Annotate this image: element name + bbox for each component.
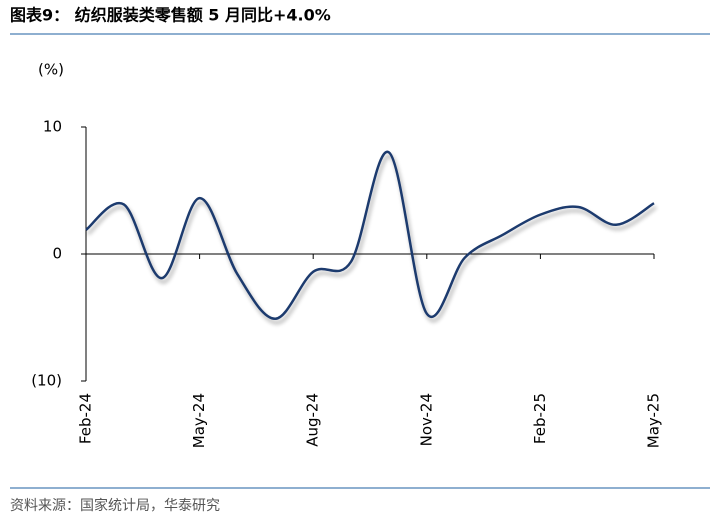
y-tick-label: 0 (52, 245, 62, 263)
x-tick-label: Feb-24 (77, 393, 95, 444)
x-tick-label: May-24 (190, 393, 208, 448)
x-tick-label: Aug-24 (304, 393, 322, 447)
x-tick-label: Nov-24 (417, 393, 435, 446)
x-tick-label: May-25 (645, 393, 663, 448)
chart-title: 图表9： 纺织服装类零售额 5 月同比+4.0% (10, 6, 331, 25)
y-tick-label: (10) (31, 372, 62, 390)
y-tick-label: 10 (43, 118, 62, 136)
line (85, 151, 655, 321)
x-tick-label: Feb-25 (531, 393, 549, 444)
y-axis-label: (%) (38, 61, 64, 79)
source: 资料来源：国家统计局，华泰研究 (10, 497, 220, 514)
